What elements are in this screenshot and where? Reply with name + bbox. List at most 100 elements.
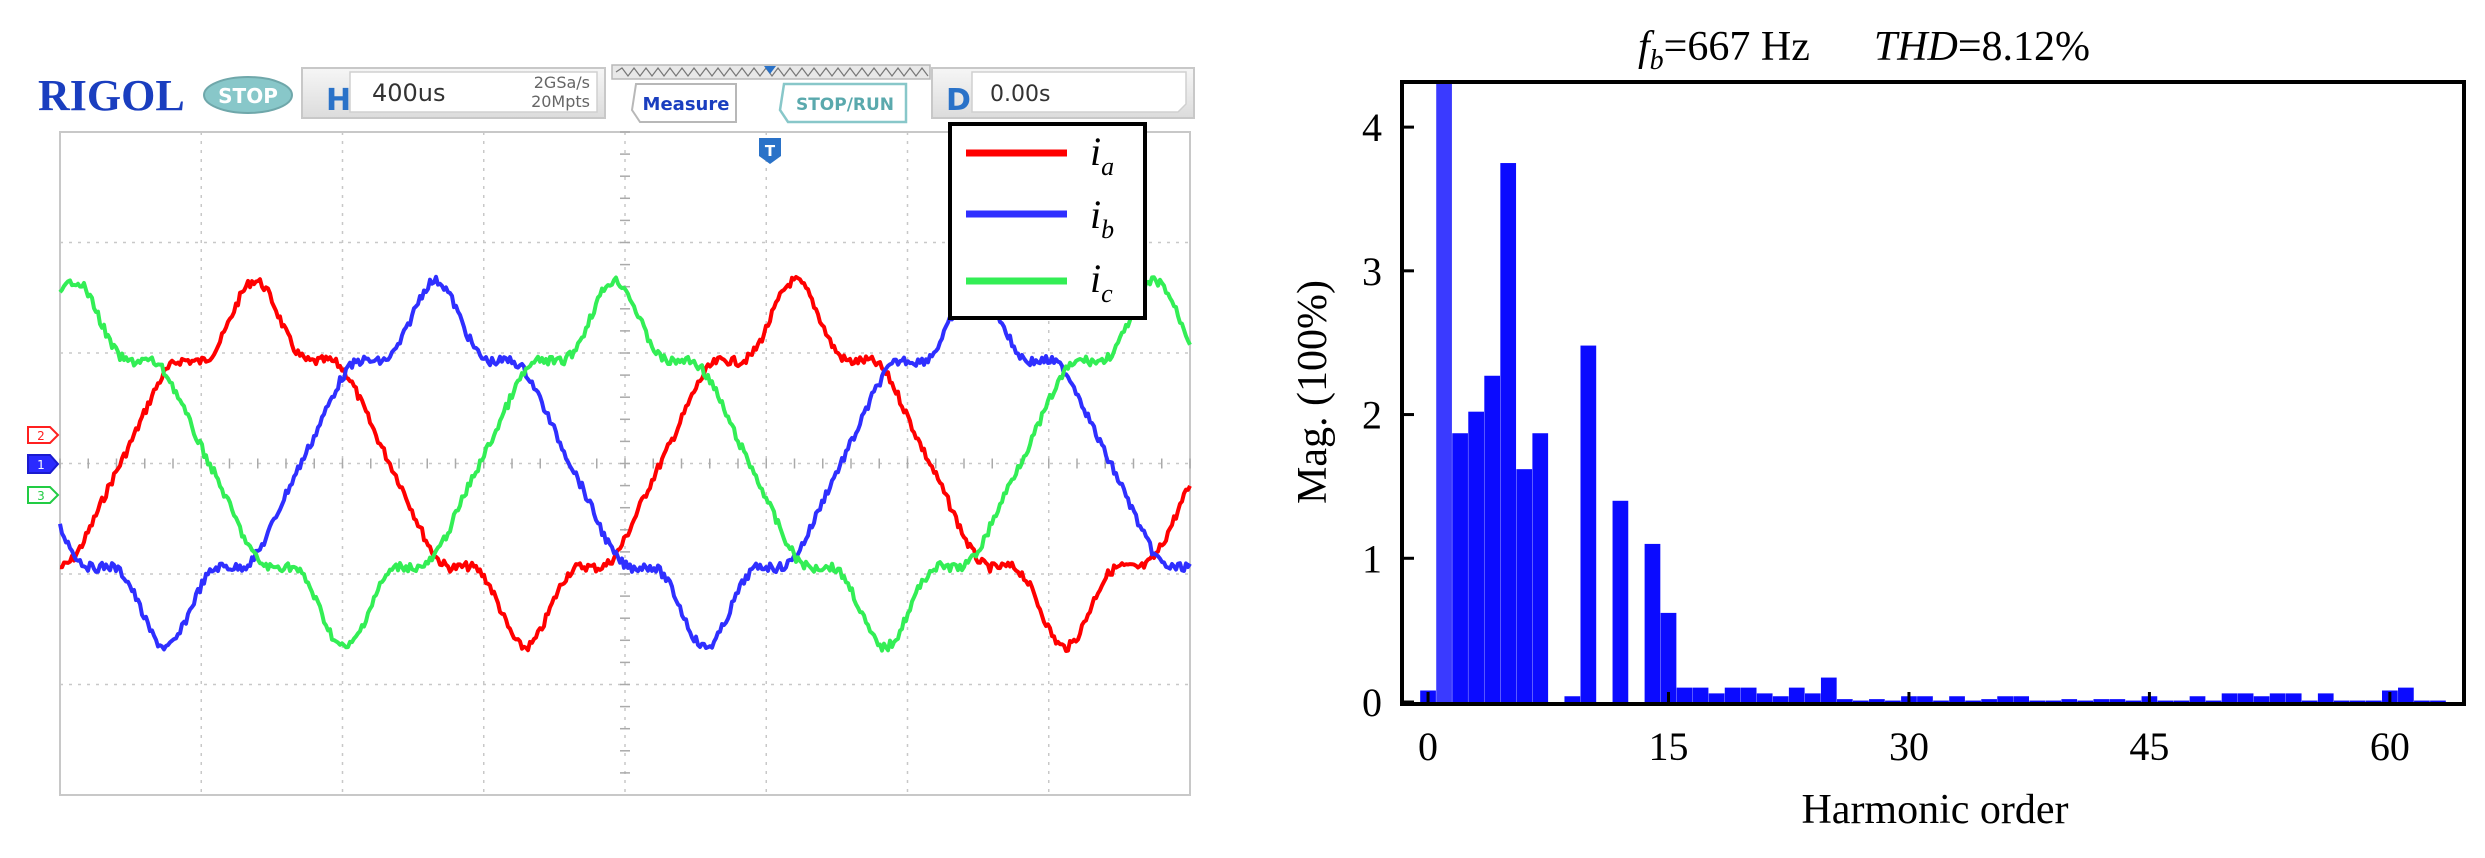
channel-marker-2-icon — [27, 426, 60, 444]
bar-harmonic-6 — [1516, 469, 1533, 702]
legend-entry-ia: ia — [966, 129, 1114, 181]
chart-title: fb=667 Hz THD=8.12% — [1638, 24, 2090, 76]
bar-harmonic-50 — [2221, 693, 2238, 702]
channel-marker-3[interactable]: 3 — [27, 486, 60, 504]
x-tick-label: 30 — [1889, 724, 1929, 769]
channel-marker-3-icon — [27, 486, 60, 504]
legend-entry-ib: ib — [966, 192, 1114, 244]
bar-harmonic-12 — [1612, 500, 1629, 702]
x-axis-label: Harmonic order — [1801, 787, 2068, 833]
bar-harmonic-19 — [1724, 687, 1741, 702]
stop-run-button[interactable]: STOP/RUN — [778, 82, 908, 124]
y-axis-ticks: 0 1 2 3 4 — [1362, 105, 1414, 725]
oscilloscope-panel: RIGOL STOP H 400us 2GSa/s 20Mpts Measure… — [27, 64, 1195, 796]
bar-harmonic-61 — [2398, 687, 2414, 702]
x-tick-label: 0 — [1418, 724, 1438, 769]
bar-harmonic-57 — [2333, 700, 2350, 702]
legend-label-ia: ia — [1090, 129, 1114, 181]
x-tick-label: 60 — [2370, 724, 2410, 769]
bar-harmonic-1 — [1436, 84, 1452, 702]
bar-harmonic-15 — [1660, 612, 1677, 702]
bar-harmonic-58 — [2349, 700, 2366, 702]
bar-harmonic-26 — [1836, 699, 1853, 702]
bar-harmonic-40 — [2061, 699, 2078, 702]
measure-button[interactable]: Measure — [630, 83, 737, 123]
rigol-logo: RIGOL — [38, 71, 185, 120]
bar-harmonic-33 — [1949, 696, 1965, 702]
bar-harmonic-14 — [1644, 543, 1661, 702]
bar-harmonic-48 — [2189, 696, 2206, 702]
bar-harmonic-36 — [1997, 696, 2013, 702]
plot-frame — [1400, 80, 2466, 706]
bar-harmonic-23 — [1788, 687, 1805, 702]
bar-harmonic-41 — [2077, 700, 2094, 702]
bar-harmonic-16 — [1676, 687, 1693, 702]
trigger-marker[interactable]: T — [759, 138, 781, 164]
channel-marker-1[interactable]: 1 — [27, 454, 60, 474]
memory-depth-indicator — [611, 64, 931, 80]
sample-rate: 2GSa/s — [534, 73, 590, 92]
bar-harmonic-25 — [1820, 677, 1837, 702]
bar-harmonic-63 — [2430, 700, 2446, 702]
bar-harmonic-42 — [2093, 699, 2110, 702]
bar-harmonic-27 — [1853, 700, 1869, 702]
bar-harmonic-46 — [2157, 700, 2174, 702]
channel-marker-2[interactable]: 2 — [27, 426, 60, 444]
bar-harmonic-10 — [1580, 345, 1597, 702]
bar-harmonic-54 — [2285, 693, 2302, 702]
title-f-sub: b — [1650, 45, 1664, 76]
timebase-field — [349, 71, 598, 113]
bar-harmonic-18 — [1708, 693, 1725, 702]
x-tick-label: 45 — [2129, 724, 2169, 769]
bar-harmonic-49 — [2205, 700, 2222, 702]
title-thd: THD — [1874, 24, 1958, 70]
bar-harmonic-34 — [1965, 700, 1981, 702]
waveform-ib — [58, 274, 1192, 652]
scope-legend: ia ib ic — [948, 122, 1147, 320]
delay-d-label: D — [946, 83, 971, 118]
bar-harmonic-43 — [2109, 699, 2126, 702]
y-tick-label: 2 — [1362, 393, 1382, 438]
bar-harmonic-3 — [1468, 411, 1484, 702]
run-state-badge[interactable]: STOP — [203, 76, 293, 114]
bar-harmonic-38 — [2029, 700, 2046, 702]
bar-harmonic-39 — [2045, 700, 2062, 702]
bar-harmonic-20 — [1740, 687, 1757, 702]
bar-harmonic-29 — [1885, 700, 1901, 702]
bar-harmonic-51 — [2237, 693, 2254, 702]
bar-harmonic-62 — [2414, 700, 2430, 702]
bar-harmonic-59 — [2365, 700, 2382, 702]
bar-harmonic-24 — [1804, 693, 1821, 702]
bar-harmonic-28 — [1869, 699, 1885, 702]
stop-run-button-label: STOP/RUN — [796, 95, 894, 115]
delay-value: 0.00s — [990, 82, 1050, 107]
trigger-marker-icon — [759, 138, 781, 164]
memory-bar-pattern — [615, 67, 929, 77]
delay-field — [971, 71, 1187, 113]
bar-harmonic-53 — [2269, 693, 2286, 702]
y-tick-label: 1 — [1362, 536, 1382, 581]
y-tick-label: 4 — [1362, 105, 1382, 150]
channel-marker-1-icon — [27, 454, 60, 474]
run-state-label: STOP — [218, 84, 278, 108]
bar-harmonic-32 — [1933, 700, 1949, 702]
bar-harmonic-47 — [2173, 700, 2190, 702]
timebase-value: 400us — [372, 79, 446, 107]
delay-box[interactable]: D 0.00s — [931, 67, 1195, 119]
trigger-marker-label: T — [765, 142, 776, 160]
legend-label-ic: ic — [1090, 256, 1113, 308]
bar-harmonic-31 — [1917, 696, 1933, 702]
x-tick-label: 15 — [1649, 724, 1689, 769]
y-tick-label: 3 — [1362, 249, 1382, 294]
waveforms — [58, 274, 1192, 653]
bar-harmonic-5 — [1500, 163, 1517, 703]
bar-harmonic-44 — [2125, 700, 2142, 702]
channel-marker-1-label: 1 — [37, 458, 45, 472]
legend-label-ib: ib — [1090, 192, 1114, 244]
bar-harmonic-9 — [1564, 696, 1581, 702]
bar-harmonic-55 — [2301, 700, 2318, 702]
timebase-box[interactable]: H 400us 2GSa/s 20Mpts — [301, 67, 606, 119]
stop-run-button-frame — [778, 82, 908, 124]
